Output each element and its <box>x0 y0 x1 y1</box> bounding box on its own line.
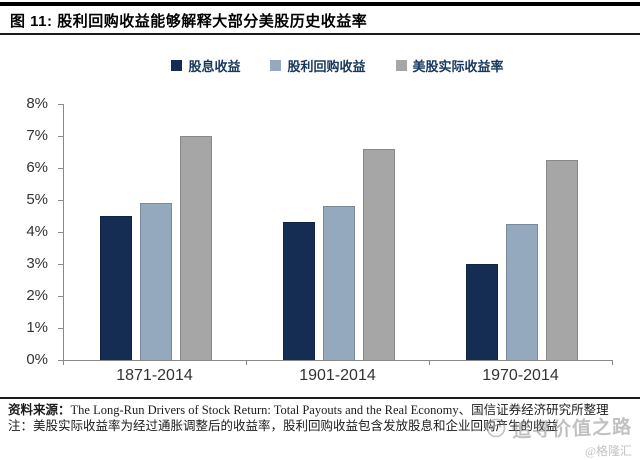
y-tick-label: 7% <box>26 127 48 144</box>
y-tick-label: 6% <box>26 159 48 176</box>
figure-title: 图 11: 股利回购收益能够解释大部分美股历史收益率 <box>10 10 367 31</box>
source-label: 资料来源： <box>8 403 71 417</box>
legend-item-2: 美股实际收益率 <box>395 56 504 75</box>
legend-label: 股息收益 <box>188 59 241 74</box>
y-tick <box>58 168 64 169</box>
y-tick <box>58 136 64 137</box>
title-rule <box>0 33 640 35</box>
legend-marker-icon <box>171 60 183 71</box>
y-tick-label: 1% <box>26 319 48 336</box>
x-tick <box>63 360 64 365</box>
legend-item-1: 股利回购收益 <box>270 56 366 75</box>
bar-group-1871-2014 <box>64 104 247 360</box>
bar-股息收益-1901-2014 <box>282 222 315 360</box>
legend-item-0: 股息收益 <box>171 56 240 75</box>
x-category-label: 1901-2014 <box>299 367 376 384</box>
y-tick <box>58 328 64 329</box>
notes-block: 资料来源：The Long-Run Drivers of Stock Retur… <box>8 402 632 434</box>
y-tick <box>58 104 64 105</box>
legend-label: 美股实际收益率 <box>412 59 504 74</box>
x-tick <box>612 360 613 365</box>
y-tick <box>58 360 64 361</box>
bar-美股实际收益率-1901-2014 <box>362 148 395 360</box>
x-tick <box>246 360 247 365</box>
bottom-rule <box>0 397 640 399</box>
x-category-label: 1970-2014 <box>482 367 559 384</box>
legend-marker-icon <box>270 60 282 71</box>
y-tick-label: 5% <box>26 191 48 208</box>
y-tick-label: 8% <box>26 95 48 112</box>
watermark-handle: @格隆汇 <box>584 444 632 458</box>
y-axis: 0% 1% 2% 3% 4% 5% 6% 7% 8% <box>0 95 52 368</box>
note-line: 注：美股实际收益率为经过通胀调整后的收益率，股利回购收益包含发放股息和企业回购产… <box>8 419 559 433</box>
source-text: The Long-Run Drivers of Stock Return: To… <box>70 403 609 417</box>
x-category-label: 1871-2014 <box>116 367 193 384</box>
y-tick <box>58 296 64 297</box>
x-tick <box>429 360 430 365</box>
bar-美股实际收益率-1970-2014 <box>545 160 578 360</box>
bar-股息收益-1871-2014 <box>99 216 132 360</box>
bar-group-1970-2014 <box>430 104 613 360</box>
bar-股利回购收益-1901-2014 <box>322 206 355 360</box>
figure-title-text: 股利回购收益能够解释大部分美股历史收益率 <box>57 13 368 30</box>
source-line: 资料来源：The Long-Run Drivers of Stock Retur… <box>8 402 632 418</box>
plot-area <box>58 104 613 365</box>
y-tick-label: 0% <box>26 351 48 368</box>
top-rule <box>0 2 640 6</box>
figure-label: 图 11: <box>10 13 53 30</box>
bar-股利回购收益-1970-2014 <box>505 224 538 360</box>
legend-label: 股利回购收益 <box>287 59 366 74</box>
y-tick-label: 3% <box>26 255 48 272</box>
bar-美股实际收益率-1871-2014 <box>179 136 212 360</box>
y-tick-label: 4% <box>26 223 48 240</box>
bar-股息收益-1970-2014 <box>465 264 498 360</box>
y-tick <box>58 200 64 201</box>
x-axis: 1871-2014 1901-2014 1970-2014 <box>63 367 612 385</box>
y-tick <box>58 232 64 233</box>
y-tick-label: 2% <box>26 287 48 304</box>
chart-legend: 股息收益 股利回购收益 美股实际收益率 <box>63 56 612 75</box>
y-tick <box>58 264 64 265</box>
bar-group-1901-2014 <box>247 104 430 360</box>
legend-marker-icon <box>395 60 407 71</box>
bar-股利回购收益-1871-2014 <box>139 203 172 360</box>
